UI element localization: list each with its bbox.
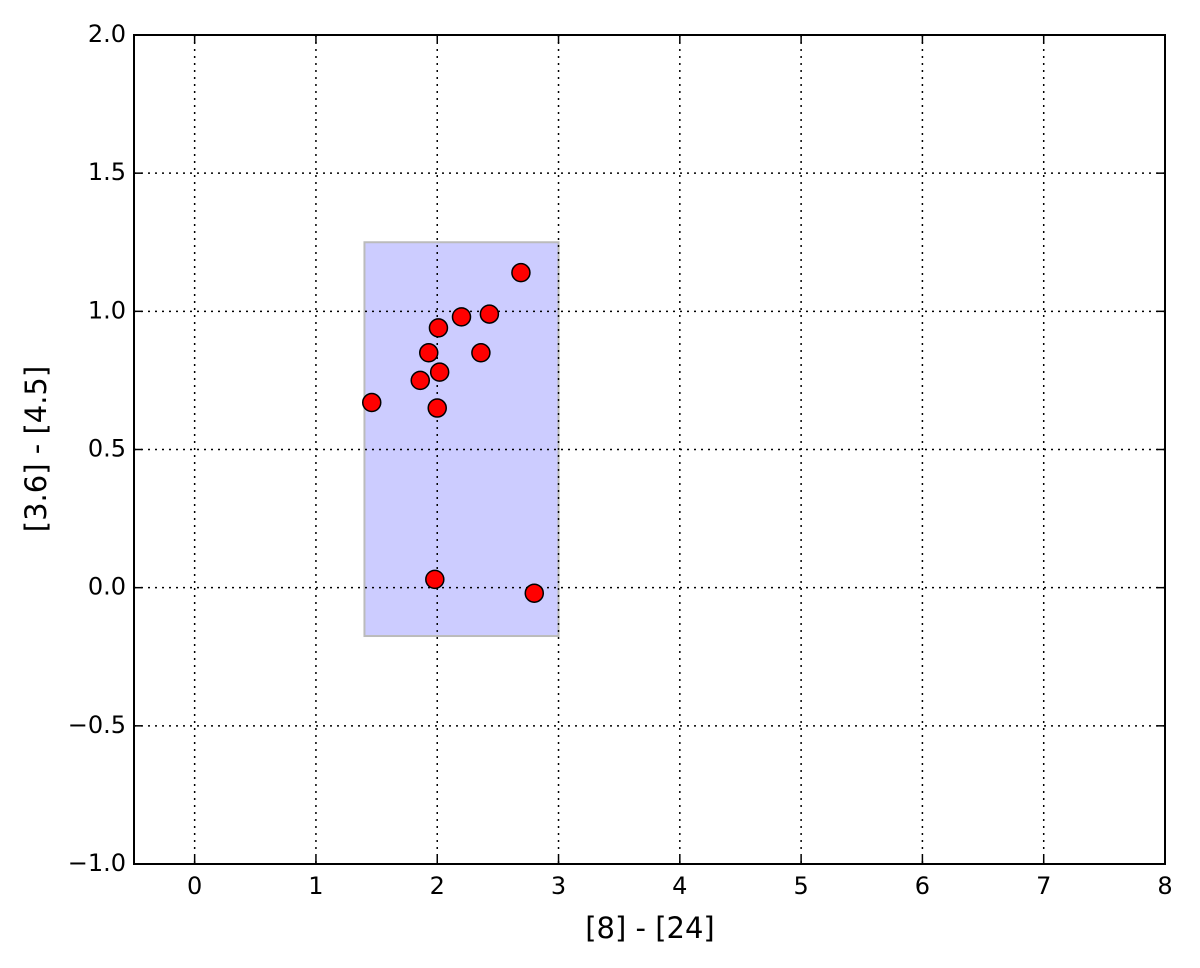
scatter-point (410, 370, 431, 391)
scatter-point (425, 569, 445, 590)
x-tick-label: 7 (1036, 872, 1051, 900)
x-axis-label: [8] - [24] (585, 911, 715, 945)
y-tick-label: −0.5 (68, 711, 126, 739)
scatter-point (524, 583, 545, 603)
scatter-point (471, 343, 491, 363)
y-tick-label: 1.0 (88, 296, 126, 324)
scatter-point (428, 318, 449, 338)
y-tick-label: 2.0 (88, 20, 126, 48)
x-tick-label: 2 (430, 872, 445, 900)
plot-frame (133, 34, 1166, 865)
x-tick-label: 5 (793, 872, 808, 900)
scatter-point (479, 304, 500, 324)
x-tick-label: 4 (672, 872, 687, 900)
x-tick-label: 3 (551, 872, 566, 900)
y-tick-label: 0.0 (88, 573, 126, 601)
x-tick-label: 1 (308, 872, 323, 900)
x-tick-label: 6 (915, 872, 930, 900)
scatter-point (361, 392, 382, 413)
x-tick-label: 8 (1157, 872, 1172, 900)
x-tick-label: 0 (187, 872, 202, 900)
y-tick-label: 1.5 (88, 158, 126, 186)
scatter-point (451, 307, 472, 327)
scatter-point (511, 262, 531, 283)
y-axis-label: [3.6] - [4.5] (19, 366, 53, 532)
scatter-point (427, 398, 447, 418)
scatter-point (429, 362, 450, 382)
scatter-point (418, 343, 439, 363)
shaded-region (363, 241, 560, 638)
y-tick-label: 0.5 (88, 435, 126, 463)
y-tick-label: −1.0 (68, 849, 126, 877)
